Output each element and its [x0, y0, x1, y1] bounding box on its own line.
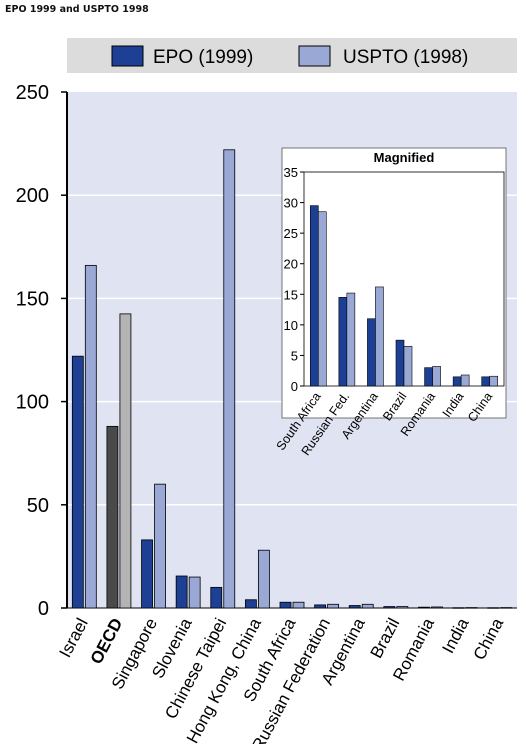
inset-bar-epo-russian-fed [338, 297, 348, 387]
bar-epo-slovenia [175, 575, 188, 609]
legend-label-epo: EPO (1999) [153, 47, 253, 68]
inset-y-tick-label: 0 [291, 379, 298, 394]
page-title: EPO 1999 and USPTO 1998 [5, 4, 149, 15]
x-tick-label-india: India [439, 614, 473, 656]
bar-uspto-oecd [119, 313, 132, 609]
bar-epo-singapore [141, 539, 153, 609]
y-tick-label: 250 [16, 82, 49, 104]
x-tick-label-brazil: Brazil [367, 615, 404, 661]
bar-epo-india [452, 607, 465, 609]
inset-y-tick-label: 35 [284, 165, 298, 180]
bar-uspto-india [465, 607, 478, 609]
inset-y-tick-label: 25 [284, 226, 298, 241]
inset-bar-uspto-brazil [403, 345, 413, 387]
inset-bar-epo-brazil [395, 339, 405, 387]
inset-bar-epo-romania [424, 367, 433, 387]
bar-epo-chinese-taipei [210, 586, 223, 609]
x-tick-label-china: China [470, 614, 508, 663]
bar-epo-brazil [383, 606, 396, 609]
bar-uspto-south-africa [292, 601, 305, 609]
y-tick-label: 100 [16, 392, 49, 414]
legend-swatch-epo [111, 45, 144, 67]
y-tick-label: 50 [27, 495, 49, 517]
inset-y-tick-label: 20 [284, 257, 298, 272]
y-tick-label: 0 [38, 598, 49, 620]
y-tick-label: 150 [16, 288, 49, 310]
inset-title: Magnified [374, 150, 435, 165]
x-tick-label-israel: Israel [56, 615, 92, 661]
bar-epo-romania [418, 606, 430, 609]
bar-epo-oecd [106, 425, 119, 609]
bar-epo-israel [71, 355, 84, 609]
inset-bar-uspto-romania [432, 366, 441, 387]
inset-bar-uspto-south-africa [317, 211, 327, 387]
inset-bar-epo-china [481, 376, 491, 387]
legend-label-uspto: USPTO (1998) [343, 47, 468, 68]
bar-uspto-singapore [154, 483, 166, 609]
bar-uspto-hong-kong-china [257, 549, 270, 609]
bar-epo-hong-kong-china [244, 599, 257, 609]
legend-swatch-uspto [298, 45, 331, 67]
inset-bar-uspto-india [460, 374, 470, 387]
y-tick-label: 200 [16, 185, 49, 207]
bar-epo-china [487, 607, 500, 609]
bar-uspto-chinese-taipei [223, 149, 236, 609]
bar-uspto-slovenia [188, 576, 201, 609]
bar-uspto-china [500, 607, 513, 609]
inset-y-tick-label: 30 [284, 196, 298, 211]
inset-y-tick-label: 10 [284, 318, 298, 333]
bar-uspto-romania [431, 606, 443, 609]
bar-uspto-israel [84, 264, 97, 609]
bar-uspto-brazil [396, 606, 409, 609]
bar-epo-argentina [348, 605, 361, 609]
inset-bar-uspto-china [489, 375, 499, 387]
inset-bar-epo-south-africa [309, 205, 319, 387]
inset-y-tick-label: 5 [291, 348, 298, 363]
inset-bar-uspto-russian-fed [346, 292, 356, 387]
inset-y-tick-label: 15 [284, 287, 298, 302]
bar-uspto-argentina [361, 603, 374, 609]
inset-bar-epo-argentina [367, 318, 376, 387]
inset-bar-uspto-argentina [375, 286, 384, 387]
bar-uspto-russian-federation [327, 603, 340, 609]
bar-epo-south-africa [279, 601, 292, 609]
inset-bar-epo-india [452, 376, 462, 387]
bar-epo-russian-federation [314, 604, 327, 609]
